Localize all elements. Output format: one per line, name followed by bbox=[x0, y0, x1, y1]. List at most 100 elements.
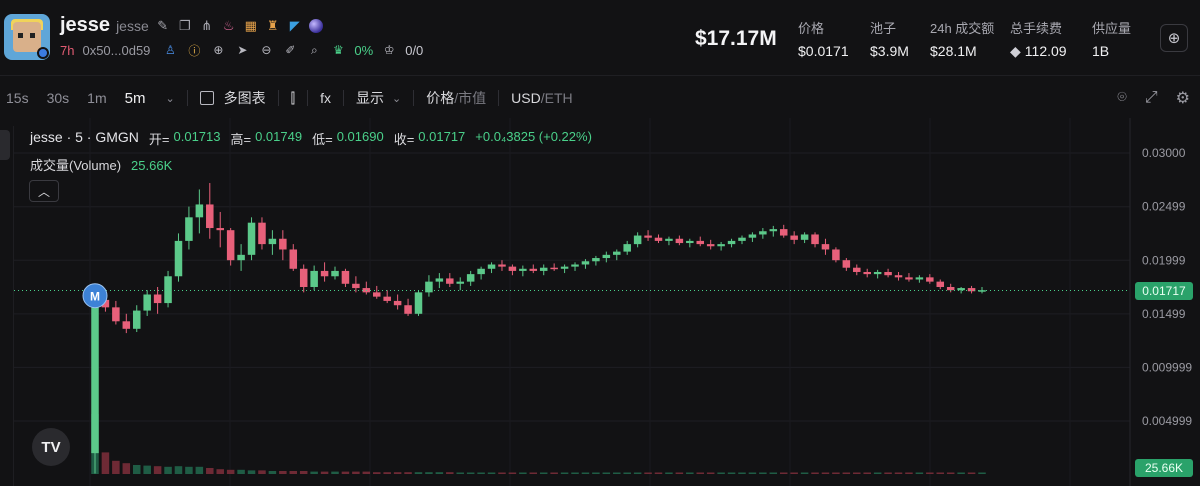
stat-value: 1B bbox=[1092, 43, 1110, 59]
token-info-row: 7h 0x50...0d59 ♙ ⓘ ⊕ ➤ ⊖ ✐ ⌕ ♛ 0% ♔ 0/0 bbox=[60, 42, 423, 58]
stat-value: ◆ 112.09 bbox=[1010, 43, 1067, 60]
candle-body bbox=[477, 268, 485, 275]
crown-icon[interactable]: ♔ bbox=[383, 43, 395, 57]
volume-bar bbox=[101, 452, 110, 474]
volume-bar bbox=[247, 470, 256, 474]
multi-chart-checkbox[interactable] bbox=[199, 91, 214, 105]
volume-bar bbox=[957, 472, 965, 474]
globe-icon[interactable]: ⊕ bbox=[213, 43, 224, 57]
orb-icon[interactable] bbox=[308, 18, 323, 33]
candle-body bbox=[206, 204, 214, 229]
candle-body bbox=[905, 277, 913, 280]
divider bbox=[186, 90, 188, 106]
volume-label: 成交量(Volume) bbox=[30, 158, 122, 173]
candle-body bbox=[268, 238, 277, 245]
indicators-icon[interactable]: fx bbox=[320, 90, 332, 106]
display-menu[interactable]: 显示 bbox=[356, 90, 385, 106]
candle-body bbox=[832, 249, 840, 261]
candle-body bbox=[842, 260, 851, 268]
warning-icon[interactable]: ⓘ bbox=[188, 43, 201, 58]
volume-bar bbox=[686, 472, 694, 474]
y-tick-label: 0.01499 bbox=[1142, 307, 1186, 321]
volume-bar bbox=[331, 471, 339, 474]
candle-body bbox=[247, 222, 256, 255]
price-toggle[interactable]: 价格 bbox=[426, 90, 455, 106]
candle-body bbox=[800, 234, 809, 240]
candle-body bbox=[372, 292, 381, 297]
stat-value: $28.1M bbox=[930, 43, 977, 59]
timeframe-1m[interactable]: 1m bbox=[87, 90, 107, 106]
multi-chart-label[interactable]: 多图表 bbox=[223, 90, 266, 106]
chef-hat-icon[interactable]: ♛ bbox=[333, 43, 344, 57]
volume-bar bbox=[268, 471, 277, 474]
edit-icon[interactable]: ✎ bbox=[157, 17, 169, 33]
mcap-toggle[interactable]: 市值 bbox=[458, 90, 487, 106]
search-icon[interactable]: ⌕ bbox=[311, 42, 318, 57]
timeframe-5m[interactable]: 5m bbox=[124, 89, 146, 107]
candle-body bbox=[331, 270, 339, 277]
tradingview-logo[interactable]: TV bbox=[32, 428, 70, 466]
volume-bar bbox=[821, 472, 830, 474]
candle-body bbox=[602, 254, 611, 259]
collapse-legend-button[interactable]: ︿ bbox=[29, 180, 59, 202]
candle-body bbox=[727, 240, 736, 245]
telegram-icon[interactable]: ◤ bbox=[289, 17, 300, 33]
candle-body bbox=[279, 238, 287, 250]
eth-toggle[interactable]: ETH bbox=[544, 90, 573, 106]
volume-bar bbox=[967, 472, 976, 474]
token-avatar[interactable] bbox=[4, 14, 50, 60]
marker-label: M bbox=[90, 290, 100, 304]
share-icon[interactable]: ⋔ bbox=[201, 17, 213, 33]
candle-body bbox=[122, 321, 131, 329]
volume-bar bbox=[706, 472, 715, 474]
add-watch-button[interactable]: ⊕ bbox=[1160, 24, 1188, 52]
token-address[interactable]: 0x50...0d59 bbox=[82, 42, 151, 58]
group-icon[interactable]: ♜ bbox=[266, 17, 279, 33]
fee-value: 112.09 bbox=[1024, 43, 1067, 59]
volume-bar bbox=[654, 472, 663, 474]
timeframe-15s[interactable]: 15s bbox=[6, 90, 29, 106]
volume-bar bbox=[779, 472, 788, 474]
candle-type-icon[interactable]: ⫿ bbox=[290, 89, 296, 106]
volume-bar bbox=[174, 466, 183, 474]
usd-toggle[interactable]: USD bbox=[511, 90, 541, 106]
camera-icon[interactable]: ⌾ bbox=[1117, 89, 1127, 106]
volume-bar bbox=[946, 472, 955, 474]
token-name: jesse bbox=[60, 14, 111, 36]
candle-body bbox=[174, 240, 183, 277]
copy-icon[interactable]: ❐ bbox=[178, 17, 191, 33]
high-label: 高= bbox=[230, 132, 252, 147]
stat-fee: 总手续费 ◆ 112.09 bbox=[1010, 18, 1067, 60]
volume-bar bbox=[790, 472, 798, 474]
candlestick-chart[interactable]: 0.03000 0.02499 0.01999 0.01499 0.009999 0.00… bbox=[0, 118, 1200, 486]
divider bbox=[343, 90, 345, 106]
change-value: +0.0₄3825 (+0.22%) bbox=[475, 129, 592, 144]
box-icon[interactable]: ▦ bbox=[244, 17, 257, 33]
chart-area[interactable]: 0.03000 0.02499 0.01999 0.01499 0.009999 0.00… bbox=[0, 118, 1200, 486]
minus-circle-icon[interactable]: ⊖ bbox=[261, 43, 272, 57]
token-header: jesse jesse ✎ ❐ ⋔ ♨ ▦ ♜ ◤ 7h 0x50...0d59… bbox=[0, 0, 1200, 76]
avatar-face bbox=[13, 22, 41, 52]
sidebar-tab[interactable] bbox=[0, 130, 10, 160]
doc-edit-icon[interactable]: ✐ bbox=[285, 43, 296, 57]
token-age: 7h bbox=[60, 42, 75, 58]
chevron-down-icon[interactable]: ⌄ bbox=[165, 92, 175, 105]
send-icon[interactable]: ➤ bbox=[237, 43, 248, 57]
candle-body bbox=[414, 292, 423, 314]
user-icon[interactable]: ♙ bbox=[165, 43, 176, 57]
fire-icon[interactable]: ♨ bbox=[222, 17, 235, 33]
chevron-down-icon[interactable]: ⌄ bbox=[392, 92, 402, 105]
marker-badge bbox=[82, 283, 108, 309]
timeframe-30s[interactable]: 30s bbox=[46, 90, 70, 106]
candle-body bbox=[894, 275, 903, 278]
candle-body bbox=[884, 271, 892, 276]
candle-body bbox=[299, 268, 308, 287]
volume-value: 25.66K bbox=[131, 158, 173, 173]
settings-icon[interactable]: ⚙ bbox=[1175, 90, 1190, 107]
candle-body bbox=[811, 234, 819, 245]
candle-body bbox=[790, 235, 798, 240]
fullscreen-icon[interactable]: ⤢ bbox=[1144, 89, 1158, 106]
slash: / bbox=[454, 90, 459, 106]
candle-body bbox=[675, 238, 684, 244]
chevron-up-icon: ︿ bbox=[37, 184, 50, 199]
